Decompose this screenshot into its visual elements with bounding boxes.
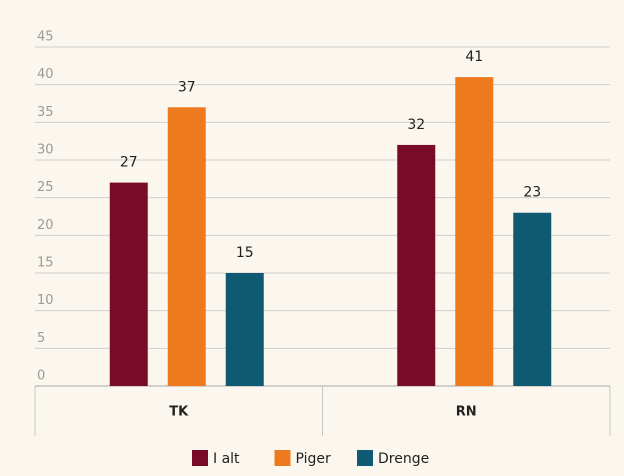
y-tick-label: 35 [37, 105, 54, 120]
y-tick-label: 15 [37, 256, 54, 271]
data-label: 41 [465, 49, 483, 65]
y-tick-label: 5 [37, 331, 45, 346]
bar [397, 144, 436, 386]
y-tick-label: 45 [37, 30, 54, 45]
y-tick-label: 10 [37, 293, 54, 308]
legend-label: I alt [213, 451, 240, 467]
legend-swatch [357, 450, 373, 466]
y-tick-label: 30 [37, 143, 54, 158]
legend-swatch [274, 450, 291, 466]
bar [109, 182, 148, 386]
y-tick-label: 25 [37, 180, 54, 195]
legend-label: Piger [296, 451, 332, 467]
legend-swatch [192, 450, 208, 466]
data-label: 23 [523, 185, 541, 201]
legend-label: Drenge [378, 451, 429, 467]
data-label: 15 [236, 245, 254, 261]
y-tick-label: 0 [37, 369, 45, 384]
x-tick-label: RN [456, 405, 477, 420]
data-label: 32 [407, 117, 425, 133]
bar [513, 212, 552, 386]
y-tick-label: 20 [37, 218, 54, 233]
bar [455, 77, 494, 386]
data-label: 37 [178, 79, 196, 95]
bar [225, 273, 264, 386]
bar [167, 107, 206, 387]
data-label: 27 [120, 155, 138, 171]
y-tick-label: 40 [37, 67, 54, 82]
x-tick-label: TK [169, 405, 189, 420]
